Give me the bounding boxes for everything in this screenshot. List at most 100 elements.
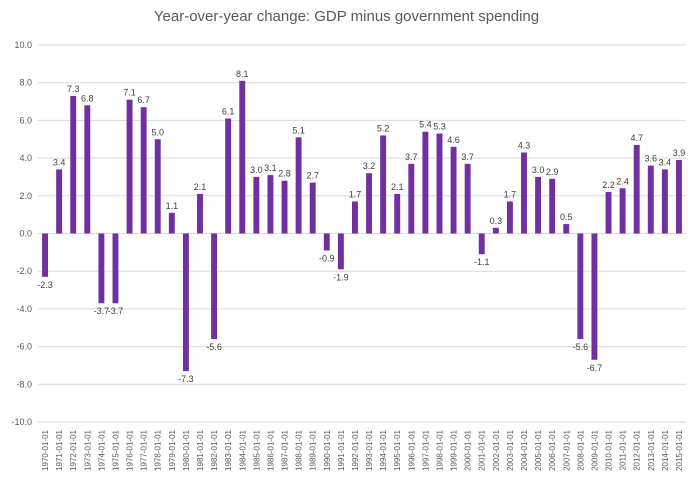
data-label: -5.6 [573,342,589,352]
x-tick-label: 1999-01-01 [450,429,459,470]
x-tick-label: 1983-01-01 [224,429,233,470]
bar [351,201,358,234]
bar [182,233,189,372]
bar [535,176,542,234]
bar [366,173,373,234]
x-tick-label: 1996-01-01 [407,429,416,470]
x-tick-label: 1985-01-01 [252,429,261,470]
x-tick-label: 2010-01-01 [605,429,614,470]
data-label: 2.8 [278,169,291,179]
x-tick-label: 2006-01-01 [548,429,557,470]
x-tick-label: 1986-01-01 [266,429,275,470]
bar [478,233,485,255]
data-label: -3.7 [94,306,110,316]
data-label: 5.1 [292,125,305,135]
data-label: 2.1 [194,182,207,192]
data-label: -1.1 [474,257,490,267]
x-tick-label: 2007-01-01 [562,429,571,470]
x-tick-label: 2001-01-01 [478,429,487,470]
x-tick-label: 1998-01-01 [435,429,444,470]
bar [619,188,626,234]
data-label: 3.6 [645,154,658,164]
y-tick-label: 8.0 [19,78,32,88]
y-tick-label: -10.0 [11,417,32,427]
data-label: 1.1 [166,201,179,211]
x-tick-label: 1989-01-01 [309,429,318,470]
bar [521,152,527,234]
bar [126,99,133,234]
data-label: 2.2 [602,180,615,190]
data-label: -7.3 [178,374,194,384]
x-tick-label: 1972-01-01 [69,429,78,470]
chart-title: Year-over-year change: GDP minus governm… [153,8,540,25]
x-tick-label: 1979-01-01 [168,429,177,470]
x-tick-label: 1974-01-01 [97,429,106,470]
bar [197,193,203,234]
data-labels: -2.3 3.4 7.36.8 -3.7-3.7 7.16.7 5.0 1.1 -7.3 2.1… [37,69,685,384]
bar [42,233,49,277]
x-tick-label: 1992-01-01 [351,429,360,470]
data-label: -1.9 [333,272,349,282]
data-label: 6.7 [137,95,150,105]
bar [549,178,556,234]
bar [295,137,302,234]
bar [337,233,344,270]
bar [408,163,415,234]
bar [492,227,499,234]
data-label: 7.3 [67,84,80,94]
data-label: 4.3 [518,140,531,150]
y-tick-label: -6.0 [16,342,32,352]
x-tick-label: 1970-01-01 [41,429,50,470]
bar [591,233,598,360]
x-tick-label: 2004-01-01 [520,429,529,470]
y-axis-ticks: 10.0 8.0 6.0 4.0 2.0 0.0 -2.0 -4.0 -6.0 -8.0 -10.0 [11,40,32,427]
data-label: 6.1 [222,107,235,117]
bar [56,169,63,234]
bar [281,180,288,234]
x-tick-label: 2002-01-01 [492,429,501,470]
data-label: 3.7 [405,152,418,162]
data-label: 3.1 [264,163,277,173]
y-tick-label: 6.0 [19,115,32,125]
bar [70,95,77,234]
bar [253,176,260,234]
data-label: 5.3 [433,122,446,132]
y-tick-label: 4.0 [19,153,32,163]
bar [506,201,513,234]
data-label: 8.1 [236,69,249,79]
y-tick-label: 0.0 [19,229,32,239]
x-tick-label: 1976-01-01 [126,429,135,470]
data-label: 3.7 [461,152,474,162]
x-tick-label: 2000-01-01 [464,429,473,470]
data-label: 7.1 [123,88,136,98]
x-tick-label: 1978-01-01 [154,429,163,470]
x-tick-label: 1977-01-01 [140,429,149,470]
x-tick-label: 2012-01-01 [633,429,642,470]
data-label: -3.7 [108,306,124,316]
x-tick-label: 1973-01-01 [83,429,92,470]
data-label: 4.6 [447,135,460,145]
x-tick-label: 2014-01-01 [661,429,670,470]
data-label: 3.4 [659,157,672,167]
x-tick-label: 2005-01-01 [534,429,543,470]
data-label: -6.7 [587,363,603,373]
bar [267,175,274,234]
x-tick-label: 2013-01-01 [647,429,656,470]
data-label: 2.4 [616,176,629,186]
x-tick-label: 2008-01-01 [576,429,585,470]
data-label: 5.4 [419,120,432,130]
bars [42,80,682,372]
y-tick-label: 10.0 [14,40,32,50]
bar [84,105,91,234]
bar [563,224,570,234]
data-label: -5.6 [206,342,222,352]
bar [309,182,316,234]
data-label: 3.0 [250,165,263,175]
x-tick-label: 1980-01-01 [182,429,191,470]
data-label: 1.7 [504,189,517,199]
x-tick-label: 2003-01-01 [506,429,515,470]
x-tick-label: 1981-01-01 [196,429,205,470]
bar [239,80,246,234]
bar [605,192,612,234]
